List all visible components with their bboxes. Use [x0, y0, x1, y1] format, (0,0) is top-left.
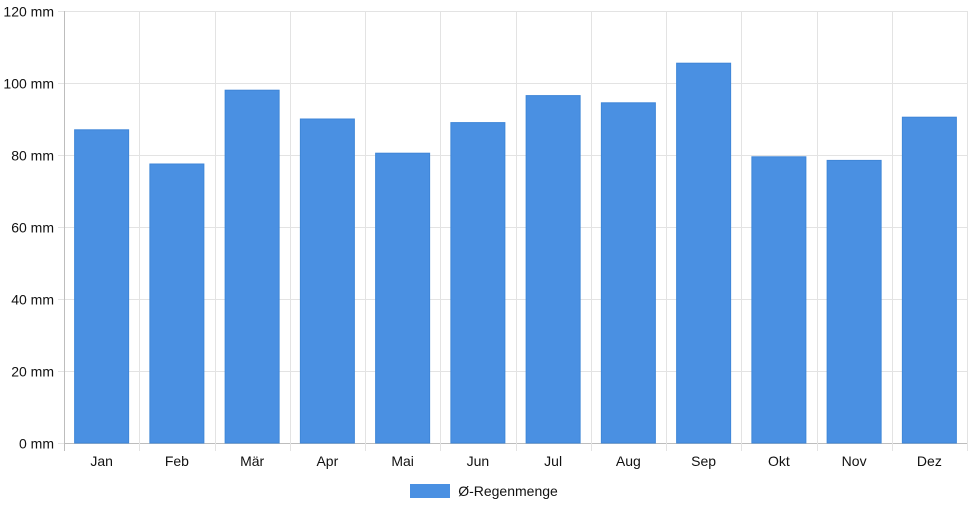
x-tick-label: Sep	[691, 453, 716, 469]
x-tick-label: Jul	[544, 453, 562, 469]
bar-nov[interactable]	[826, 159, 882, 444]
bar-mai[interactable]	[375, 152, 431, 444]
legend-label: Ø-Regenmenge	[458, 483, 558, 499]
bar-feb[interactable]	[149, 163, 205, 444]
y-axis-ticks: 0 mm 20 mm 40 mm 60 mm 80 mm 100 mm 120 mm	[3, 4, 54, 452]
bar-jul[interactable]	[525, 95, 581, 444]
x-tick-label: Mai	[391, 453, 414, 469]
x-tick-label: Jun	[467, 453, 490, 469]
bar-jan[interactable]	[74, 129, 130, 444]
bar-aug[interactable]	[600, 102, 656, 444]
y-tick-label: 120 mm	[3, 4, 54, 20]
bar-okt[interactable]	[751, 156, 807, 444]
legend[interactable]: Ø-Regenmenge	[0, 480, 968, 502]
y-tick-label: 0 mm	[19, 436, 54, 452]
y-tick-label: 60 mm	[11, 220, 54, 236]
y-tick-label: 80 mm	[11, 148, 54, 164]
x-tick-label: Mär	[240, 453, 264, 469]
x-tick-label: Dez	[917, 453, 942, 469]
bar-mär[interactable]	[224, 89, 280, 444]
x-tick-label: Okt	[768, 453, 790, 469]
x-tick-label: Apr	[316, 453, 338, 469]
bar-apr[interactable]	[299, 118, 355, 444]
legend-swatch	[410, 484, 451, 498]
x-axis-ticks: Jan Feb Mär Apr Mai Jun Jul Aug Sep Okt Nov Dez	[90, 453, 941, 469]
x-tick-label: Aug	[616, 453, 641, 469]
bar-sep[interactable]	[676, 62, 732, 444]
x-tick-label: Feb	[165, 453, 189, 469]
y-tick-label: 100 mm	[3, 76, 54, 92]
bar-series	[74, 62, 957, 444]
y-tick-label: 20 mm	[11, 364, 54, 380]
bar-dez[interactable]	[901, 116, 957, 444]
x-tick-label: Jan	[90, 453, 113, 469]
y-tick-label: 40 mm	[11, 292, 54, 308]
x-tick-label: Nov	[842, 453, 867, 469]
bar-jun[interactable]	[450, 122, 506, 444]
